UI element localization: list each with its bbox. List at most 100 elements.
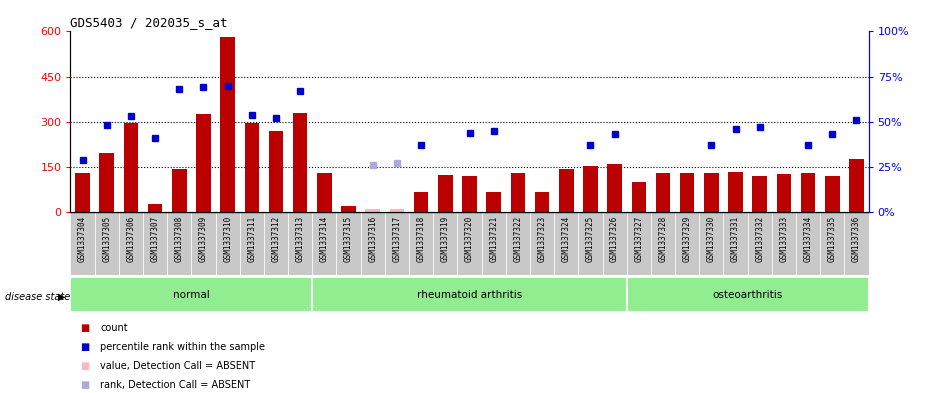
Bar xyxy=(264,212,288,275)
Text: GSM1337320: GSM1337320 xyxy=(465,215,474,262)
Text: ■: ■ xyxy=(80,323,89,333)
Text: GSM1337309: GSM1337309 xyxy=(199,215,208,262)
Bar xyxy=(216,212,239,275)
Bar xyxy=(723,212,747,275)
Bar xyxy=(578,212,603,275)
Bar xyxy=(651,212,675,275)
Text: GSM1337331: GSM1337331 xyxy=(731,215,740,262)
Bar xyxy=(192,212,216,275)
Bar xyxy=(457,212,482,275)
Bar xyxy=(482,212,506,275)
Text: GSM1337333: GSM1337333 xyxy=(779,215,789,262)
Bar xyxy=(70,212,95,275)
Bar xyxy=(221,37,235,212)
Bar xyxy=(70,277,313,312)
Text: GSM1337316: GSM1337316 xyxy=(368,215,377,262)
Bar xyxy=(632,182,646,212)
Bar xyxy=(554,212,578,275)
Text: GSM1337322: GSM1337322 xyxy=(514,215,522,262)
Bar xyxy=(365,209,380,212)
Bar xyxy=(269,131,284,212)
Text: GSM1337326: GSM1337326 xyxy=(610,215,619,262)
Text: GSM1337323: GSM1337323 xyxy=(537,215,546,262)
Bar xyxy=(820,212,844,275)
Text: GSM1337334: GSM1337334 xyxy=(804,215,812,262)
Text: ■: ■ xyxy=(80,361,89,371)
Text: GDS5403 / 202035_s_at: GDS5403 / 202035_s_at xyxy=(70,16,228,29)
Text: GSM1337324: GSM1337324 xyxy=(562,215,571,262)
Text: GSM1337304: GSM1337304 xyxy=(78,215,87,262)
Bar xyxy=(244,123,259,212)
Text: GSM1337312: GSM1337312 xyxy=(271,215,281,262)
Text: GSM1337306: GSM1337306 xyxy=(127,215,135,262)
Bar xyxy=(626,212,651,275)
Bar xyxy=(801,173,815,212)
Bar xyxy=(124,123,138,212)
Bar xyxy=(655,173,670,212)
Bar xyxy=(462,176,477,212)
Text: GSM1337328: GSM1337328 xyxy=(658,215,668,262)
Bar xyxy=(535,192,549,212)
Bar xyxy=(680,173,695,212)
Text: GSM1337317: GSM1337317 xyxy=(393,215,402,262)
Bar xyxy=(143,212,167,275)
Text: disease state: disease state xyxy=(5,292,69,302)
Bar xyxy=(506,212,530,275)
Bar xyxy=(409,212,433,275)
Text: GSM1337329: GSM1337329 xyxy=(683,215,692,262)
Text: GSM1337318: GSM1337318 xyxy=(417,215,425,262)
Bar xyxy=(172,169,187,212)
Text: percentile rank within the sample: percentile rank within the sample xyxy=(100,342,266,352)
Text: GSM1337305: GSM1337305 xyxy=(102,215,111,262)
Bar xyxy=(313,212,336,275)
Text: GSM1337307: GSM1337307 xyxy=(150,215,160,262)
Bar xyxy=(583,165,598,212)
Text: GSM1337336: GSM1337336 xyxy=(852,215,861,262)
Bar xyxy=(747,212,772,275)
Bar xyxy=(147,204,162,212)
Bar xyxy=(390,209,404,212)
Text: GSM1337335: GSM1337335 xyxy=(828,215,837,262)
Bar xyxy=(752,176,767,212)
Bar xyxy=(119,212,143,275)
Bar xyxy=(75,173,90,212)
Bar xyxy=(796,212,820,275)
Text: rheumatoid arthritis: rheumatoid arthritis xyxy=(417,290,522,300)
Bar xyxy=(167,212,192,275)
Bar xyxy=(313,277,626,312)
Bar xyxy=(433,212,457,275)
Bar xyxy=(777,174,792,212)
Text: GSM1337314: GSM1337314 xyxy=(320,215,329,262)
Bar xyxy=(317,173,331,212)
Bar xyxy=(603,212,626,275)
Text: GSM1337330: GSM1337330 xyxy=(707,215,716,262)
Bar xyxy=(341,206,356,212)
Bar xyxy=(486,192,500,212)
Bar xyxy=(385,212,409,275)
Bar xyxy=(530,212,554,275)
Bar xyxy=(626,277,869,312)
Bar xyxy=(772,212,796,275)
Bar xyxy=(700,212,723,275)
Text: osteoarthritis: osteoarthritis xyxy=(713,290,783,300)
Text: rank, Detection Call = ABSENT: rank, Detection Call = ABSENT xyxy=(100,380,251,390)
Bar xyxy=(849,160,864,212)
Bar xyxy=(414,192,428,212)
Text: value, Detection Call = ABSENT: value, Detection Call = ABSENT xyxy=(100,361,255,371)
Text: GSM1337308: GSM1337308 xyxy=(175,215,184,262)
Bar xyxy=(675,212,700,275)
Bar xyxy=(608,164,622,212)
Text: GSM1337310: GSM1337310 xyxy=(223,215,232,262)
Bar xyxy=(288,212,313,275)
Text: ▶: ▶ xyxy=(58,292,66,302)
Text: normal: normal xyxy=(173,290,209,300)
Text: GSM1337319: GSM1337319 xyxy=(440,215,450,262)
Text: count: count xyxy=(100,323,128,333)
Bar xyxy=(293,113,307,212)
Text: GSM1337327: GSM1337327 xyxy=(635,215,643,262)
Bar xyxy=(336,212,361,275)
Bar xyxy=(361,212,385,275)
Bar xyxy=(95,212,119,275)
Bar xyxy=(439,174,453,212)
Text: GSM1337311: GSM1337311 xyxy=(247,215,256,262)
